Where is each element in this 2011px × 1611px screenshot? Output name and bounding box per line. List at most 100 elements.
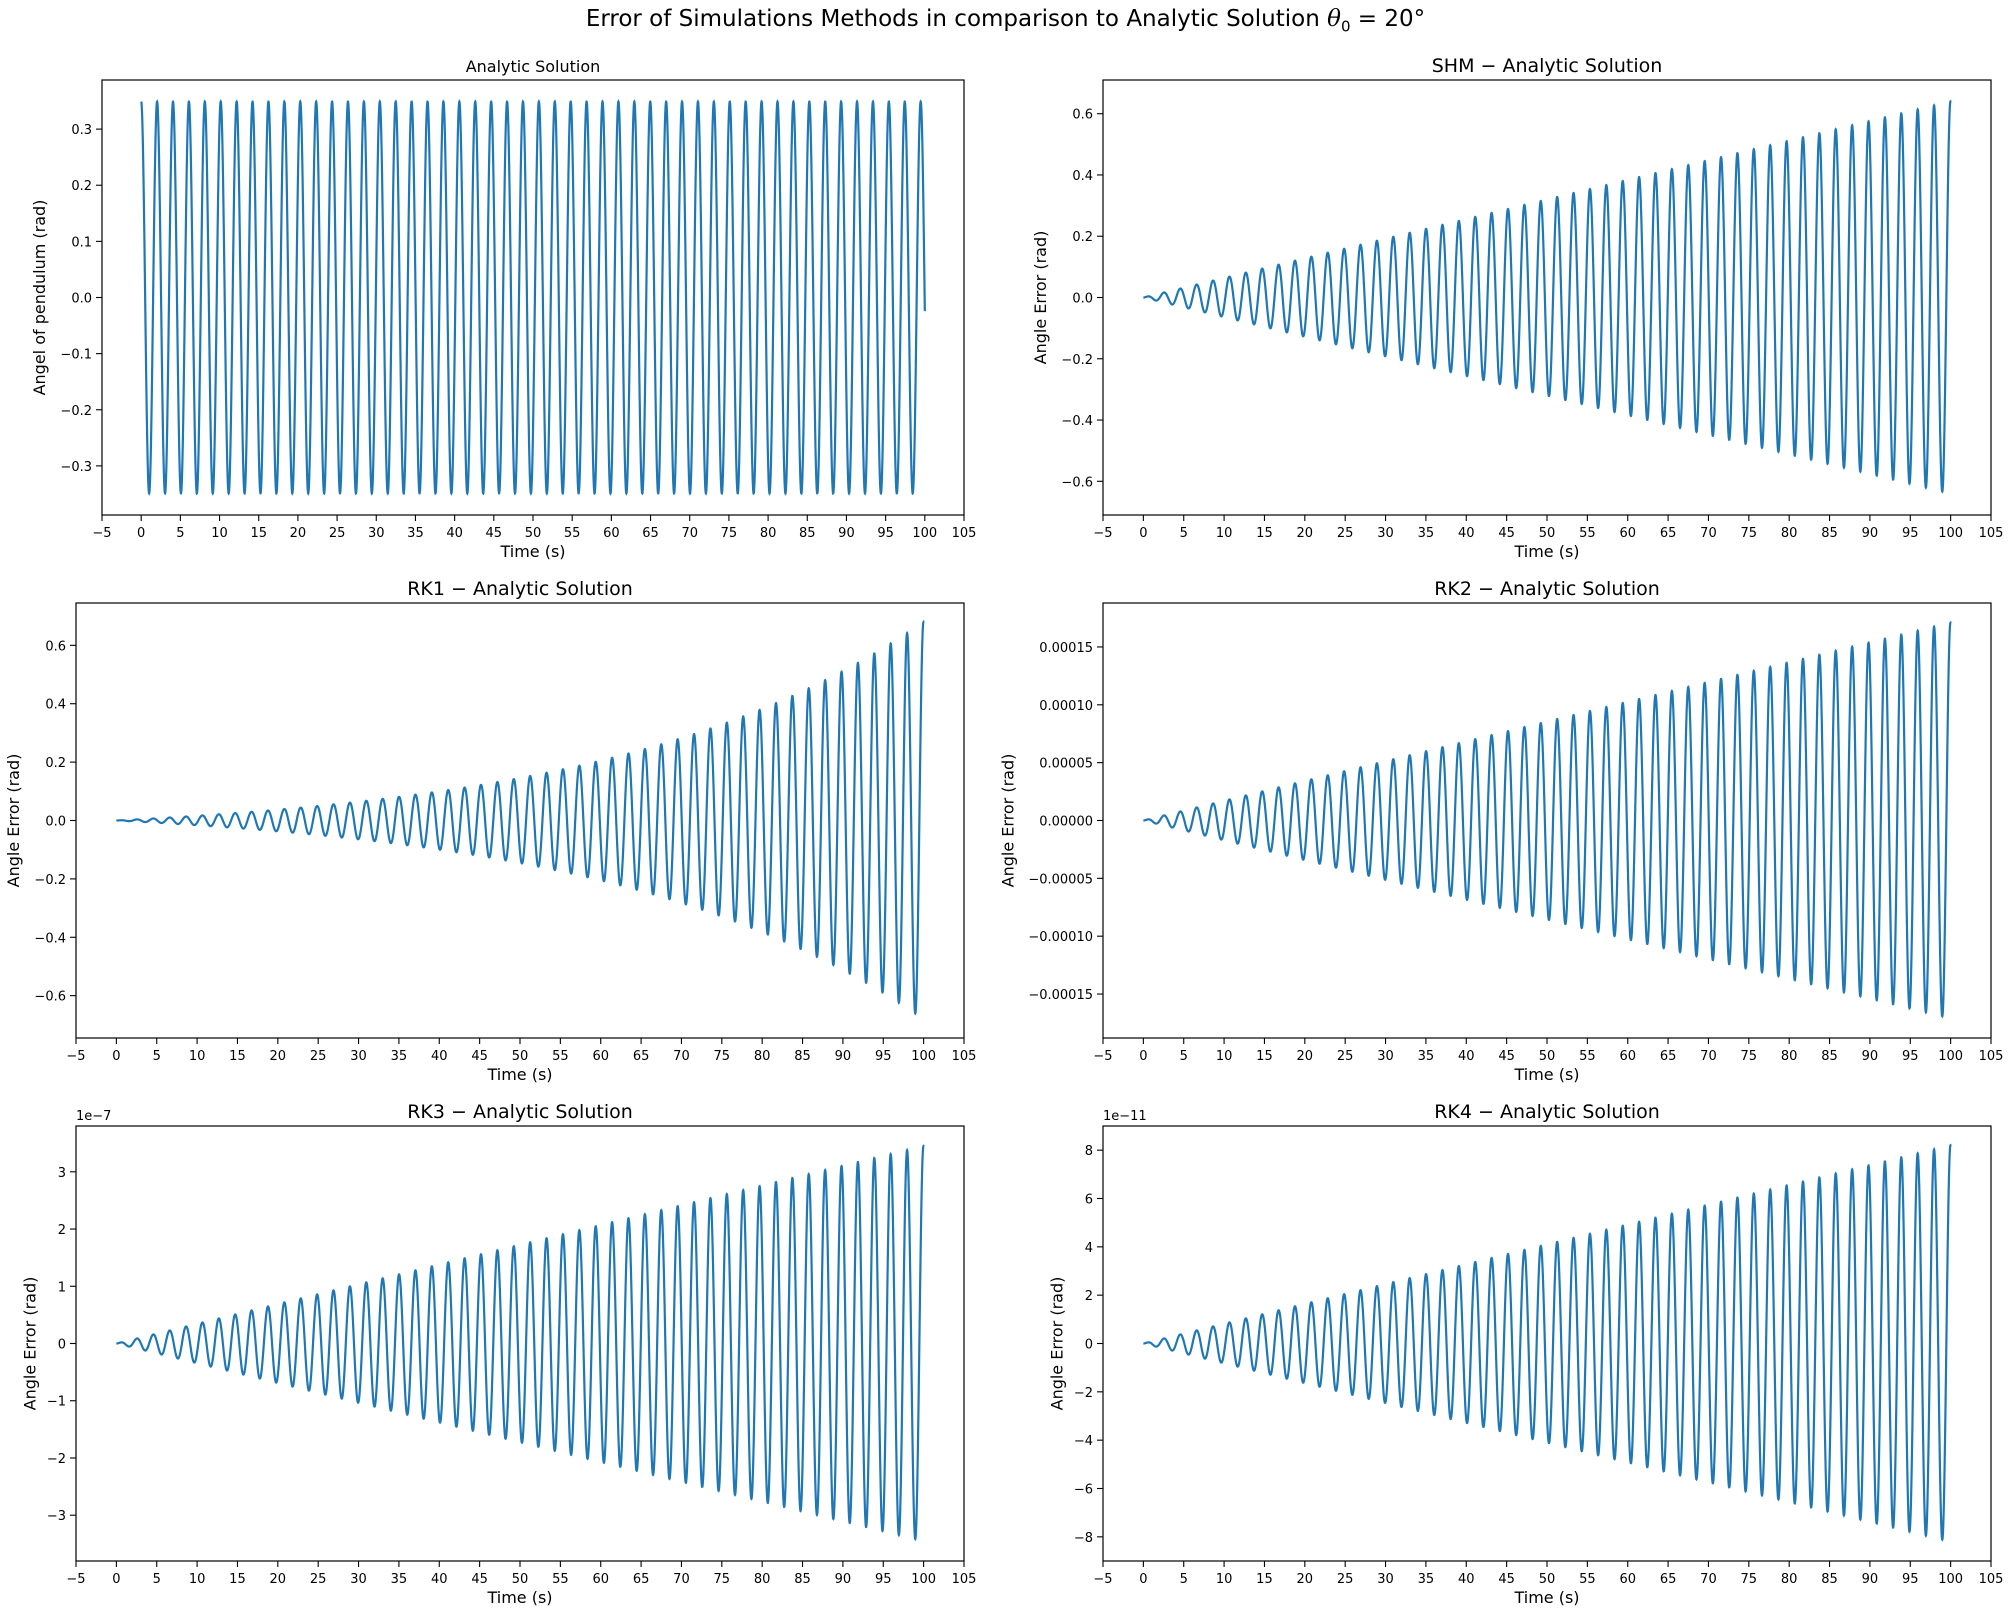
axes-frame [75, 1125, 965, 1562]
y-tick-label: 0.1 [71, 235, 92, 250]
x-tick-label: 35 [391, 1049, 408, 1064]
y-tick-label: 0.6 [45, 639, 66, 654]
x-tick-label: 5 [176, 526, 184, 541]
x-tick-label: 50 [512, 1572, 529, 1587]
x-tick-label: 70 [1700, 1572, 1717, 1587]
x-tick-label: 50 [1539, 1049, 1556, 1064]
y-tick-label: 0 [1085, 1338, 1093, 1353]
x-tick-label: 0 [1139, 1049, 1147, 1064]
y-tick-label: −0.3 [60, 460, 92, 475]
series-line [1143, 620, 1952, 1019]
y-tick-label: −0.6 [34, 990, 66, 1005]
x-tick-label: 0 [137, 526, 145, 541]
x-tick-label: 0 [112, 1049, 120, 1064]
x-tick-label: 95 [875, 1049, 892, 1064]
x-tick-label: 80 [754, 1572, 771, 1587]
x-tick-label: 70 [673, 1572, 690, 1587]
x-tick-label: 60 [603, 526, 620, 541]
x-tick-label: 95 [1902, 1049, 1919, 1064]
x-tick-label: 35 [391, 1572, 408, 1587]
y-tick-label: −1 [47, 1395, 66, 1410]
y-tick-label: 0 [58, 1338, 66, 1353]
y-tick-label: −0.6 [1061, 475, 1093, 490]
y-tick-label: −4 [1074, 1434, 1093, 1449]
x-tick-label: 5 [1180, 1572, 1188, 1587]
figure-title-subscript: 0 [1340, 17, 1351, 36]
x-axis-label: Time (s) [486, 1588, 552, 1607]
x-tick-label: 80 [1781, 1572, 1798, 1587]
x-tick-label: 15 [250, 526, 267, 541]
x-tick-label: 10 [189, 1049, 206, 1064]
x-tick-label: 40 [446, 526, 463, 541]
y-tick-label: 0.00005 [1039, 757, 1093, 772]
x-tick-label: 55 [564, 526, 581, 541]
y-tick-label: 8 [1085, 1144, 1093, 1159]
x-tick-label: 65 [1660, 1049, 1677, 1064]
x-tick-label: 45 [1498, 1049, 1515, 1064]
x-tick-label: 40 [1458, 1572, 1475, 1587]
y-tick-label: 6 [1085, 1193, 1093, 1208]
x-tick-label: 100 [1938, 1572, 1963, 1587]
x-tick-label: 70 [673, 1049, 690, 1064]
x-tick-label: 90 [1862, 1049, 1879, 1064]
x-tick-label: 75 [721, 526, 738, 541]
x-tick-label: 100 [1938, 526, 1963, 541]
x-tick-label: 90 [838, 526, 855, 541]
y-tick-label: 0.00015 [1039, 641, 1093, 656]
x-tick-label: 105 [952, 1049, 977, 1064]
x-tick-label: 75 [1741, 1049, 1758, 1064]
x-tick-label: 90 [1862, 1572, 1879, 1587]
subplot-title: RK1 − Analytic Solution [407, 578, 633, 600]
x-axis-label: Time (s) [1513, 1065, 1579, 1084]
y-tick-label: 0.6 [1072, 108, 1093, 123]
x-tick-label: 0 [1139, 1572, 1147, 1587]
y-tick-label: 0.3 [71, 123, 92, 138]
x-tick-label: −5 [66, 1049, 85, 1064]
x-tick-label: 10 [189, 1572, 206, 1587]
series-line [1143, 1143, 1952, 1542]
x-tick-label: 95 [877, 526, 894, 541]
x-tick-label: 10 [1216, 1049, 1233, 1064]
y-axis-label: Angle Error (rad) [4, 754, 23, 888]
x-tick-label: 35 [1418, 1049, 1435, 1064]
y-offset-text: 1e−7 [76, 1109, 111, 1124]
y-axis-label: Angle Error (rad) [1048, 1277, 1067, 1411]
x-tick-label: −5 [66, 1572, 85, 1587]
subplot-title: RK4 − Analytic Solution [1434, 1101, 1660, 1123]
x-tick-label: 80 [1781, 1049, 1798, 1064]
x-tick-label: 85 [1821, 526, 1838, 541]
series-line [116, 619, 925, 1016]
series-line [140, 99, 926, 496]
x-tick-label: −5 [1093, 526, 1112, 541]
y-tick-label: 0.2 [1072, 230, 1093, 245]
x-tick-label: 55 [1579, 1572, 1596, 1587]
y-offset-text: 1e−11 [1103, 1109, 1147, 1124]
x-tick-label: 40 [431, 1572, 448, 1587]
subplot-title: Analytic Solution [466, 57, 601, 76]
x-tick-label: 90 [1862, 526, 1879, 541]
x-tick-label: 45 [1498, 1572, 1515, 1587]
x-tick-label: 25 [310, 1049, 327, 1064]
subplot-5: −5 0 5 10 15 20 25 30 35 40 45 50 55 60 65 70 75 80 85 90 95… [21, 1101, 977, 1607]
x-tick-label: 5 [1180, 1049, 1188, 1064]
y-tick-label: 2 [1085, 1289, 1093, 1304]
x-tick-label: 10 [1216, 526, 1233, 541]
x-tick-label: 25 [310, 1572, 327, 1587]
x-tick-label: 5 [153, 1049, 161, 1064]
figure-title: Error of Simulations Methods in comparis… [0, 6, 2011, 36]
x-tick-label: 30 [1377, 1049, 1394, 1064]
x-tick-label: 20 [1297, 1049, 1314, 1064]
x-tick-label: 85 [794, 1572, 811, 1587]
x-tick-label: 15 [229, 1049, 246, 1064]
x-tick-label: 105 [952, 526, 977, 541]
x-tick-label: 35 [407, 526, 424, 541]
y-tick-label: 0.0 [71, 292, 92, 307]
x-tick-label: 85 [1821, 1572, 1838, 1587]
x-tick-label: 15 [1256, 1049, 1273, 1064]
x-tick-label: 45 [471, 1049, 488, 1064]
x-axis-label: Time (s) [1513, 1588, 1579, 1607]
y-axis-label: Angle Error (rad) [1031, 231, 1050, 365]
x-tick-label: −5 [1093, 1049, 1112, 1064]
x-tick-label: 50 [525, 526, 542, 541]
y-tick-label: −0.00015 [1028, 988, 1093, 1003]
